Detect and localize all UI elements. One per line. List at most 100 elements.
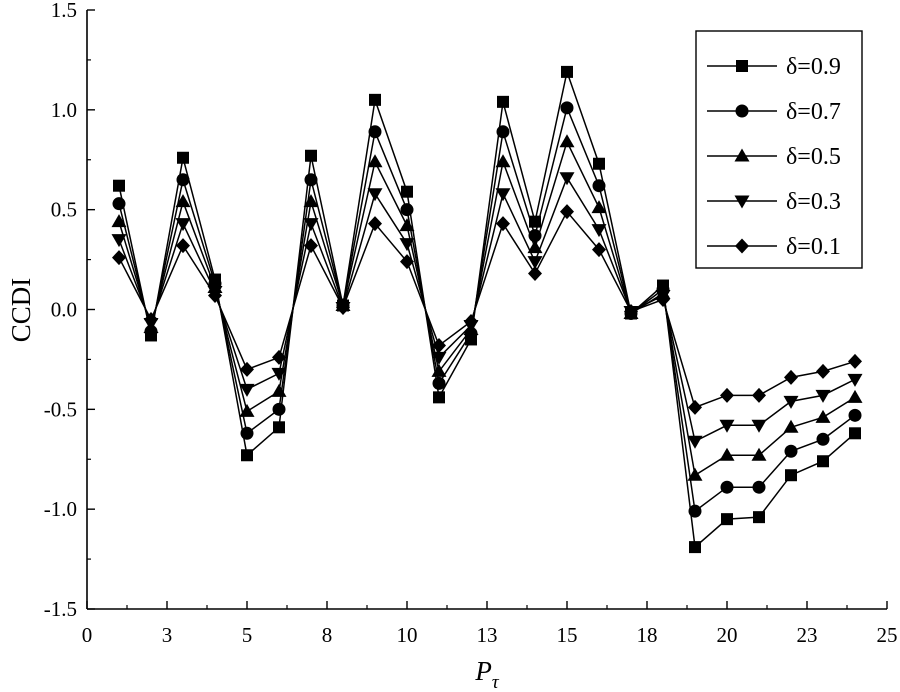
data-point-circle — [432, 376, 446, 390]
x-tick-label: 23 — [797, 623, 818, 647]
x-tick-label: 3 — [162, 623, 173, 647]
data-point-square — [561, 65, 573, 78]
data-point-diamond — [624, 303, 638, 319]
data-point-square — [305, 149, 317, 162]
data-point-circle — [176, 173, 190, 187]
data-point-triangle-up — [175, 194, 191, 208]
data-point-triangle-up — [687, 467, 703, 481]
data-point-triangle-up — [559, 134, 575, 148]
data-point-triangle-up — [751, 447, 767, 461]
data-point-triangle-down — [591, 224, 607, 238]
data-point-square — [497, 95, 509, 108]
data-point-triangle-down — [367, 188, 383, 202]
x-tick-label: 8 — [322, 623, 333, 647]
y-tick-label: 0.0 — [51, 298, 77, 322]
data-point-triangle-up — [815, 409, 831, 423]
data-point-diamond — [304, 238, 318, 254]
data-point-diamond — [144, 311, 158, 327]
series-layer — [111, 65, 863, 554]
legend-label: δ=0.1 — [786, 234, 841, 260]
data-point-square — [273, 421, 285, 434]
data-point-square — [113, 179, 125, 192]
x-axis-title-subscript: τ — [492, 672, 500, 692]
data-point-square — [817, 455, 829, 468]
data-point-square — [433, 391, 445, 404]
data-point-diamond — [592, 242, 606, 258]
x-tick-label: 20 — [717, 623, 738, 647]
legend-item: δ=0.5 — [707, 144, 841, 170]
data-point-triangle-up — [847, 389, 863, 403]
x-axis-title: Pτ — [474, 656, 500, 692]
legend: δ=0.9 δ=0.7 δ=0.5 δ=0.3 δ=0.1 — [695, 30, 863, 269]
data-point-triangle-down — [431, 351, 447, 365]
data-point-triangle-down — [687, 435, 703, 449]
data-point-triangle-up — [591, 200, 607, 214]
data-point-triangle-down — [175, 218, 191, 232]
data-point-diamond — [400, 254, 414, 270]
data-point-triangle-up — [303, 194, 319, 208]
x-tick-label: 13 — [477, 623, 498, 647]
x-tick-label: 25 — [877, 623, 898, 647]
data-point-diamond — [272, 349, 286, 365]
legend-label: δ=0.9 — [786, 54, 841, 80]
data-point-square — [785, 469, 797, 482]
legend-marker-diamond — [735, 238, 749, 254]
series-line — [118, 139, 856, 477]
data-point-triangle-down — [271, 367, 287, 381]
data-point-circle — [720, 480, 734, 494]
data-point-square — [241, 449, 253, 462]
legend-box — [695, 30, 863, 269]
data-point-diamond — [528, 266, 542, 282]
data-point-square — [401, 185, 413, 198]
data-point-triangle-down — [751, 419, 767, 433]
legend-item: δ=0.3 — [707, 189, 841, 215]
data-point-diamond — [112, 250, 126, 266]
data-point-triangle-up — [367, 154, 383, 168]
x-tick-label: 0 — [82, 623, 93, 647]
data-point-square — [753, 511, 765, 524]
data-point-diamond — [560, 204, 574, 220]
x-tick-label: 15 — [557, 623, 578, 647]
data-point-diamond — [176, 238, 190, 254]
data-point-triangle-up — [239, 403, 255, 417]
data-point-diamond — [240, 361, 254, 377]
x-tick-label: 18 — [637, 623, 658, 647]
data-point-triangle-down — [783, 395, 799, 409]
data-point-triangle-up — [783, 419, 799, 433]
y-tick-label: -1.0 — [44, 497, 77, 521]
legend-item: δ=0.7 — [707, 99, 841, 125]
data-point-triangle-up — [719, 447, 735, 461]
data-point-square — [849, 427, 861, 440]
data-point-square — [721, 513, 733, 526]
data-point-diamond — [656, 292, 670, 308]
data-point-circle — [848, 408, 862, 422]
data-point-triangle-up — [271, 383, 287, 397]
data-point-triangle-down — [559, 172, 575, 186]
data-point-circle — [496, 125, 510, 139]
y-tick-label: 1.5 — [51, 0, 77, 22]
data-point-circle — [784, 444, 798, 458]
legend-marker-triangle-up — [734, 148, 750, 162]
y-tick-label: 0.5 — [51, 198, 77, 222]
data-point-diamond — [784, 369, 798, 385]
data-point-triangle-down — [111, 234, 127, 248]
y-tick-label: 1.0 — [51, 98, 77, 122]
data-point-triangle-down — [239, 383, 255, 397]
legend-marker-triangle-down — [734, 195, 750, 209]
data-point-diamond — [752, 387, 766, 403]
data-point-triangle-up — [495, 154, 511, 168]
data-point-diamond — [368, 216, 382, 232]
data-point-diamond — [720, 387, 734, 403]
data-point-triangle-down — [303, 218, 319, 232]
data-point-square — [689, 541, 701, 554]
data-point-triangle-down — [815, 389, 831, 403]
data-point-triangle-down — [719, 419, 735, 433]
data-point-diamond — [816, 363, 830, 379]
data-point-circle — [560, 101, 574, 115]
data-point-circle — [112, 197, 126, 211]
y-axis: -1.5 -1.0 -0.5 0.0 0.5 1.0 1.5 — [44, 0, 95, 621]
data-point-circle — [752, 480, 766, 494]
data-point-circle — [304, 173, 318, 187]
data-point-triangle-up — [399, 218, 415, 232]
